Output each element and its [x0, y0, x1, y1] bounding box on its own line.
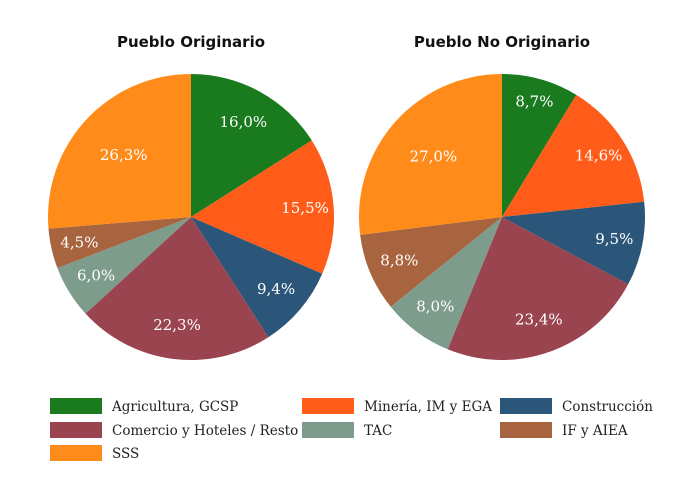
legend-label: Minería, IM y EGA	[364, 399, 492, 415]
pie-left-slice-label: 22,3%	[153, 316, 201, 334]
pie-right-slice-label: 8,7%	[515, 92, 553, 110]
pie-left-slice-label: 16,0%	[220, 113, 268, 131]
legend-label: SSS	[112, 446, 139, 462]
pie-right-slice-label: 8,0%	[416, 297, 454, 315]
legend-swatch	[50, 422, 102, 438]
legend-swatch	[500, 398, 552, 414]
legend-swatch	[302, 398, 354, 414]
chart-title-right: Pueblo No Originario	[414, 33, 590, 51]
pie-right-slice	[360, 217, 502, 307]
pie-right-slice	[502, 74, 577, 217]
pie-left-slice	[191, 217, 323, 338]
legend-label: TAC	[364, 423, 392, 439]
pie-right-slice	[502, 201, 645, 285]
legend-swatch	[302, 422, 354, 438]
pie-right-slice-label: 8,8%	[380, 252, 418, 270]
pie-right-slice-label: 14,6%	[575, 147, 623, 165]
pie-left-slice	[48, 217, 191, 268]
chart-title-left: Pueblo Originario	[117, 33, 265, 51]
legend-label: IF y AIEA	[562, 423, 628, 439]
pie-pueblo-originario: 16,0% 15,5% 9,4% 22,3% 6,0% 4,5% 26,3%	[48, 74, 334, 360]
pie-left-slice-label: 4,5%	[60, 233, 98, 251]
legend-label: Construcción	[562, 399, 653, 415]
pie-right-slice-label: 9,5%	[595, 230, 633, 248]
legend: Agricultura, GCSP Minería, IM y EGA Constr…	[50, 398, 653, 462]
legend-swatch	[500, 422, 552, 438]
pie-left-slice-label: 15,5%	[281, 199, 329, 217]
pie-left-slice	[57, 217, 191, 314]
pie-right-slice	[390, 217, 502, 350]
pie-right-slice-label: 27,0%	[410, 147, 458, 165]
pie-right-slice-label: 23,4%	[515, 310, 563, 328]
pie-left-slice-label: 9,4%	[257, 280, 295, 298]
pie-left-slice-label: 26,3%	[100, 146, 148, 164]
pie-left-slice	[48, 74, 191, 229]
legend-label: Comercio y Hoteles / Resto	[112, 423, 298, 439]
pie-left-slice	[191, 140, 334, 274]
pie-left-slice-label: 6,0%	[77, 267, 115, 285]
legend-swatch	[50, 445, 102, 461]
legend-label: Agricultura, GCSP	[111, 399, 238, 415]
pie-right-slice	[358, 74, 502, 235]
pie-left-slice	[191, 74, 312, 217]
legend-swatch	[50, 398, 102, 414]
pie-left-slice	[85, 217, 269, 360]
pie-right-slice	[502, 94, 645, 217]
pie-right-slice	[447, 217, 629, 360]
pie-pueblo-no-originario: 8,7% 14,6% 9,5% 23,4% 8,0% 8,8% 27,0%	[358, 74, 645, 360]
